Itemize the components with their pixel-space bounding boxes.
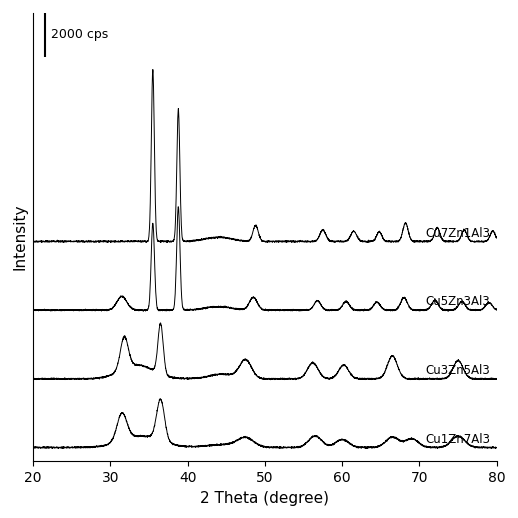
Text: 2000 cps: 2000 cps	[51, 28, 108, 41]
Text: Cu1Zn7Al3: Cu1Zn7Al3	[425, 433, 491, 445]
Y-axis label: Intensity: Intensity	[12, 204, 27, 270]
Text: Cu7Zn1Al3: Cu7Zn1Al3	[425, 226, 491, 240]
Text: Cu5Zn3Al3: Cu5Zn3Al3	[426, 295, 491, 308]
X-axis label: 2 Theta (degree): 2 Theta (degree)	[200, 491, 329, 506]
Text: Cu3Zn5Al3: Cu3Zn5Al3	[426, 364, 491, 377]
